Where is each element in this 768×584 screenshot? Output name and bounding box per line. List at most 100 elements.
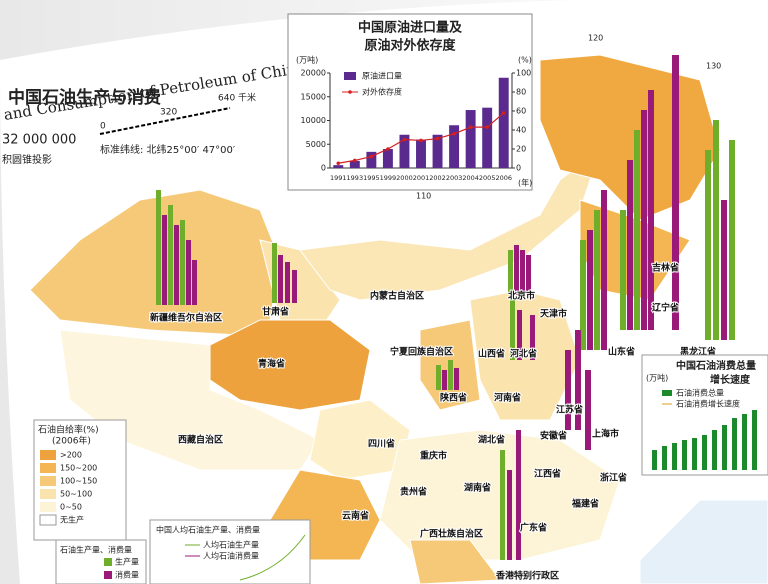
line-point: [402, 137, 407, 142]
line-point: [386, 147, 390, 151]
bar-decor: [627, 160, 633, 330]
region: [299, 148, 601, 301]
province-label: 广西壮族自治区: [420, 528, 483, 540]
bar-decor: [516, 430, 521, 560]
province-label: 福建省: [571, 498, 599, 510]
bar: [432, 134, 443, 168]
province-label: 贵州省: [400, 486, 427, 498]
projection: 积圆锥投影: [2, 153, 52, 166]
y-tick-label: 10000: [301, 116, 326, 125]
inset-unit: (万吨): [646, 373, 668, 383]
bar-decor: [634, 130, 640, 330]
bar-decor: [721, 200, 727, 340]
bar: [349, 160, 360, 168]
legend-swatch: [40, 489, 56, 499]
line-point: [435, 136, 440, 141]
legend-swatch: [40, 502, 56, 512]
bar-decor: [514, 245, 519, 295]
bar-decor: [520, 250, 525, 295]
legend-label: 人均石油生产量: [203, 540, 259, 550]
legend-title: 石油生产量、消费量: [60, 545, 132, 555]
bar-decor: [454, 368, 459, 390]
bar-decor: [641, 110, 647, 330]
bar-decor: [448, 360, 453, 390]
bar-decor: [648, 90, 654, 330]
legend-label: 无生产: [60, 515, 84, 525]
bar-decor: [752, 410, 757, 470]
x-tick-label: 2006: [495, 174, 512, 182]
x-tick-label: 2003: [446, 174, 463, 182]
region: [209, 319, 371, 411]
bar: [366, 151, 377, 168]
legend-swatch: [104, 571, 112, 579]
province-bars: [156, 55, 735, 560]
y-tick-label: 0: [321, 164, 326, 173]
sea: [639, 499, 768, 584]
province-label: 新疆维吾尔自治区: [150, 312, 222, 324]
province-label: 山西省: [478, 348, 505, 360]
bar-decor: [162, 215, 167, 305]
x-tick-label: 1993: [347, 174, 364, 182]
province-label: 江西省: [534, 468, 561, 480]
legend-swatch: [344, 72, 356, 80]
longitude-label: 120: [588, 34, 603, 43]
y-tick-label: 20000: [301, 69, 326, 78]
bar-decor: [278, 255, 283, 303]
x-axis-label: (年): [518, 178, 532, 188]
bar: [498, 77, 509, 168]
province-label: 四川省: [368, 438, 395, 450]
bar-decor: [585, 370, 591, 450]
y2-axis-label: (%): [518, 56, 532, 65]
province-label: 宁夏回族自治区: [390, 346, 453, 358]
y2-tick-label: 100: [516, 69, 531, 78]
province-label: 吉林省: [652, 262, 679, 274]
scale-bar-label: 320: [160, 108, 177, 118]
bar-decor: [722, 425, 727, 470]
bar-decor: [594, 210, 600, 350]
map-title: 中国石油生产与消费: [8, 87, 161, 108]
province-label: 湖北省: [478, 434, 505, 446]
bar: [399, 134, 410, 168]
legend-label: 100~150: [60, 477, 97, 486]
bar-decor: [652, 450, 657, 470]
bar-decor: [530, 315, 535, 360]
line-point: [452, 132, 456, 136]
legend-label: 50~100: [60, 490, 92, 499]
bar-decor: [180, 220, 185, 305]
legend-title: (2006年): [52, 435, 91, 447]
legend-swatch: [40, 450, 56, 460]
bar-decor: [729, 140, 735, 340]
province-label: 重庆市: [420, 450, 447, 462]
x-tick-label: 2001: [413, 174, 430, 182]
province-label: 陕西省: [440, 392, 467, 404]
bar-decor: [580, 240, 586, 350]
province-label: 香港特别行政区: [495, 570, 559, 582]
y2-tick-label: 20: [516, 145, 526, 154]
bar-decor: [672, 443, 677, 470]
y-tick-label: 15000: [301, 92, 326, 101]
bar-decor: [186, 240, 191, 305]
longitude-label: 130: [706, 62, 721, 71]
y-tick-label: 5000: [306, 140, 326, 149]
bar-decor: [587, 230, 593, 350]
x-tick-label: 1995: [363, 174, 380, 182]
longitude-label: 110: [416, 192, 431, 201]
province-label: 湖南省: [464, 482, 491, 494]
legend-label: 石油消费增长速度: [676, 399, 740, 409]
x-tick-label: 2004: [462, 174, 479, 182]
line-point: [369, 154, 374, 159]
x-tick-label: 2005: [479, 174, 496, 182]
legend-label: 石油消费总量: [676, 388, 724, 398]
line-point: [353, 158, 357, 163]
bar-decor: [510, 300, 515, 360]
bar-decor: [285, 262, 290, 303]
bar-decor: [662, 446, 667, 470]
bar-decor: [272, 243, 277, 303]
bar-decor: [692, 438, 697, 470]
bar: [382, 149, 393, 168]
scale-bar: [99, 107, 231, 135]
x-tick-label: 1991: [330, 174, 347, 182]
legend-swatch: [104, 558, 112, 566]
parallels: 标准纬线: 北纬25°00′ 47°00′: [100, 143, 236, 156]
map-scale: 32 000 000: [2, 133, 76, 148]
